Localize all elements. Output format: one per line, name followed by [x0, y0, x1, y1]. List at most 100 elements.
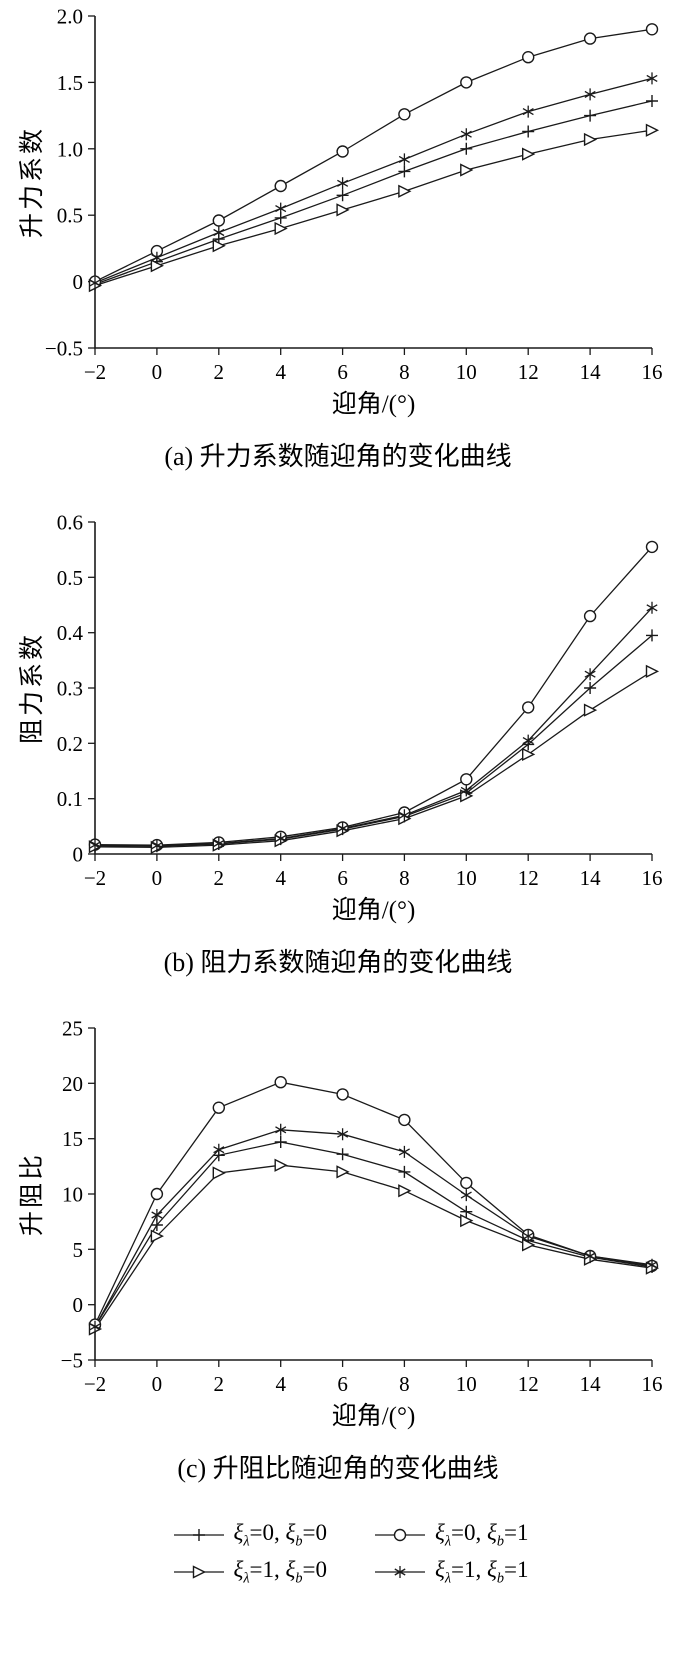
series-line [94, 1141, 653, 1328]
triangle-right-marker [336, 1165, 350, 1179]
triangle-right-marker [460, 163, 474, 177]
asterisk-marker [337, 177, 349, 190]
drag-coefficient-ylabel: 阻力系数 [19, 631, 46, 745]
x-tick-label: 0 [152, 1372, 163, 1396]
asterisk-marker [89, 839, 101, 852]
y-tick-label: 0.2 [57, 732, 83, 756]
circle-marker [522, 701, 535, 714]
series-line [94, 100, 653, 285]
plus-marker [460, 142, 473, 155]
y-tick-label: 0.6 [57, 511, 83, 535]
y-tick-label: 5 [73, 1238, 84, 1262]
y-tick-label: 0.5 [57, 204, 83, 228]
lift-drag-ratio-ylabel: 升阻比 [19, 1151, 46, 1237]
y-tick-label: −5 [61, 1349, 83, 1373]
circle-marker [336, 145, 349, 158]
asterisk-marker [213, 1143, 225, 1156]
asterisk-marker [460, 1189, 472, 1202]
plus-marker [522, 125, 535, 138]
triangle-right-marker [522, 1238, 536, 1252]
circle-marker [460, 773, 473, 786]
y-tick-label: 1.0 [57, 137, 83, 161]
asterisk-marker [646, 72, 658, 85]
x-tick-label: 14 [580, 866, 602, 890]
circle-marker [583, 609, 597, 623]
triangle-right-marker [336, 203, 350, 217]
y-tick-label: −0.5 [45, 337, 83, 361]
triangle-right-marker [398, 184, 412, 198]
y-tick-label: 0.4 [57, 621, 84, 645]
x-tick-label: 8 [399, 866, 410, 890]
lift-coefficient-ylabel: 升力系数 [19, 125, 46, 239]
x-tick-label: 16 [642, 360, 663, 384]
plus-marker [398, 1165, 411, 1178]
x-tick-label: 6 [337, 866, 348, 890]
plus-marker [460, 1205, 473, 1218]
y-tick-label: 20 [62, 1072, 83, 1096]
x-tick-label: 2 [214, 1372, 225, 1396]
asterisk-marker [275, 202, 287, 215]
series-line [94, 129, 653, 287]
y-tick-label: 2.0 [57, 5, 83, 29]
y-tick-label: 0.1 [57, 787, 83, 811]
triangle-right-marker [522, 747, 536, 762]
circle-marker [393, 1529, 407, 1542]
chart-block-lift-coefficient: 升力系数 −2 0 2 4 6 8 10 12 14 16 −0.5 0 0.5 1.0 1.5 2.0 迎角… [0, 2, 700, 474]
figure-legend: ξλ=0, ξb=0 ξλ=0, ξb=1 ξλ=1, ξb=0 ξλ=1, ξb=1 [0, 1520, 700, 1587]
x-tick-label: 2 [214, 360, 225, 384]
triangle-right-marker [645, 123, 660, 137]
x-tick-label: 6 [337, 1372, 348, 1396]
x-tick-label: 0 [152, 866, 163, 890]
asterisk-marker [275, 832, 287, 845]
asterisk-marker [337, 1128, 349, 1141]
x-tick-label: 4 [275, 1372, 286, 1396]
plus-marker [336, 189, 349, 202]
asterisk-marker [337, 822, 349, 835]
plus-legend-icon [173, 1529, 224, 1542]
asterisk-marker [522, 1230, 534, 1243]
asterisk-marker [394, 1565, 406, 1578]
x-tick-label: 10 [456, 1372, 477, 1396]
asterisk-marker [460, 784, 472, 797]
asterisk-marker [584, 668, 596, 681]
drag-coefficient-xlabel: 迎角/(°) [331, 897, 416, 924]
x-tick-label: −2 [84, 866, 106, 890]
y-tick-label: 1.5 [57, 71, 83, 95]
plus-marker [192, 1529, 205, 1542]
chart-block-drag-coefficient: 阻力系数 −2 0 2 4 6 8 10 12 14 16 0 0.1 0.2 0.3 0.4 0.5 0.6 … [0, 508, 700, 980]
triangle-right-marker [460, 1213, 474, 1228]
circle-marker [645, 540, 659, 554]
y-tick-label: 0 [73, 1293, 84, 1317]
triangle-right-marker [645, 664, 660, 679]
plus-marker [274, 1136, 287, 1148]
plus-marker [584, 109, 597, 122]
lift-drag-ratio-plot: −2 0 2 4 6 8 10 12 14 16 −5 0 5 10 15 20 25 [61, 1017, 663, 1397]
series-line [94, 28, 653, 283]
asterisk-legend-icon [375, 1565, 425, 1578]
y-tick-label: 15 [62, 1127, 83, 1151]
legend-item: ξλ=0, ξb=1 [373, 1520, 528, 1551]
x-tick-label: 6 [337, 360, 348, 384]
series-line [94, 670, 653, 849]
asterisk-marker [646, 1258, 658, 1271]
caption-a: (a) 升力系数随迎角的变化曲线 [164, 442, 512, 471]
circle-marker [583, 32, 597, 45]
circle-marker [274, 179, 287, 193]
lift-coefficient-xlabel: 迎角/(°) [331, 391, 416, 418]
lift-drag-ratio-xlabel: 迎角/(°) [331, 1403, 416, 1430]
y-tick-label: 0 [73, 270, 84, 294]
plus-marker [398, 165, 411, 178]
asterisk-marker [460, 128, 472, 141]
caption-c: (c) 升阻比随迎角的变化曲线 [177, 1454, 499, 1483]
legend-label: ξλ=0, ξb=1 [435, 1520, 529, 1550]
legend-item: ξλ=1, ξb=1 [373, 1557, 528, 1588]
asterisk-marker [398, 1145, 410, 1158]
circle-marker [522, 51, 535, 64]
series-line [94, 1081, 653, 1325]
y-tick-label: 25 [62, 1017, 83, 1041]
triangle-right-marker [212, 1166, 226, 1180]
plus-marker [336, 1148, 349, 1161]
x-tick-label: −2 [84, 360, 106, 384]
series-line [94, 1129, 653, 1328]
